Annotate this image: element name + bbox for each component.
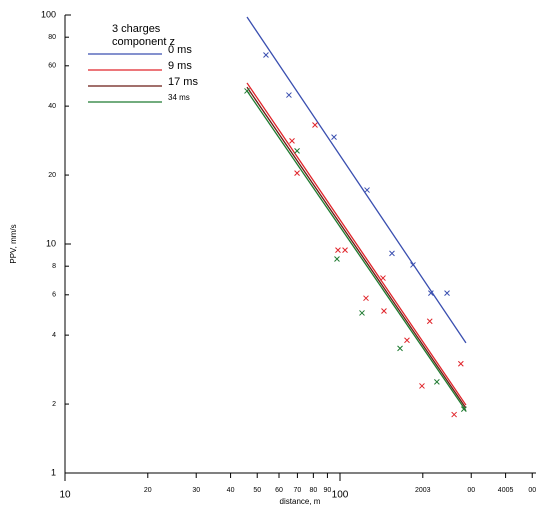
legend-label: 34 ms: [168, 93, 190, 102]
x-tick-label: 20: [144, 487, 152, 494]
y-tick-label: 10: [46, 238, 56, 248]
x-tick-label: 40: [227, 487, 235, 494]
y-tick-label: 2: [52, 401, 56, 408]
y-tick-label: 1: [51, 467, 56, 477]
point: [286, 92, 292, 98]
point: [334, 256, 340, 262]
point: [312, 122, 318, 128]
point: [389, 250, 395, 257]
x-tick-label: 90: [324, 487, 332, 494]
legend-label: 9 ms: [168, 60, 192, 72]
x-tick-label: 10: [59, 490, 71, 501]
y-tick-label: 20: [48, 172, 56, 179]
point: [331, 134, 337, 140]
fit-line: [246, 86, 467, 409]
x-tick-label: 4005: [498, 487, 514, 494]
y-tick-label: 80: [48, 34, 56, 41]
legend-label: 17 ms: [168, 76, 198, 88]
y-tick-label: 8: [52, 263, 56, 270]
point: [444, 290, 450, 297]
point: [294, 170, 300, 176]
point: [342, 247, 348, 254]
point: [381, 308, 387, 314]
point: [244, 88, 250, 94]
x-tick-label: 80: [309, 487, 317, 494]
y-tick-label: 100: [41, 9, 56, 19]
x-tick-label: 30: [192, 487, 200, 494]
point: [457, 360, 464, 367]
point: [434, 379, 440, 385]
x-tick-label: 00: [528, 487, 536, 494]
point: [410, 262, 416, 268]
x-axis-label: distance, m: [280, 497, 321, 506]
point: [289, 138, 295, 144]
point: [359, 310, 365, 316]
fit-line: [246, 90, 467, 412]
legend-label: 0 ms: [168, 44, 192, 56]
x-tick-label: 50: [253, 487, 261, 494]
point: [335, 247, 341, 254]
point: [404, 337, 410, 344]
point: [419, 383, 425, 389]
point: [397, 345, 403, 352]
x-tick-label: 00: [467, 487, 475, 494]
point: [460, 406, 467, 413]
fit-line: [246, 82, 467, 406]
y-axis-label: PPV, mm/s: [9, 224, 18, 263]
y-tick-label: 40: [48, 103, 56, 110]
point: [451, 411, 457, 418]
x-tick-label: 100: [332, 490, 349, 501]
y-tick-label: 6: [52, 292, 56, 299]
point: [363, 295, 369, 302]
legend-title: 3 charges: [112, 23, 161, 35]
point: [428, 290, 434, 297]
fit-line: [246, 16, 467, 344]
legend-title: component z: [112, 36, 175, 48]
x-tick-label: 2003: [415, 487, 431, 494]
point: [294, 148, 300, 154]
x-tick-label: 70: [294, 487, 302, 494]
point: [364, 187, 370, 193]
x-tick-label: 60: [275, 487, 283, 494]
y-tick-label: 60: [48, 63, 56, 70]
point: [380, 275, 386, 281]
y-tick-label: 4: [52, 332, 56, 339]
point: [426, 318, 433, 325]
point: [263, 52, 269, 58]
